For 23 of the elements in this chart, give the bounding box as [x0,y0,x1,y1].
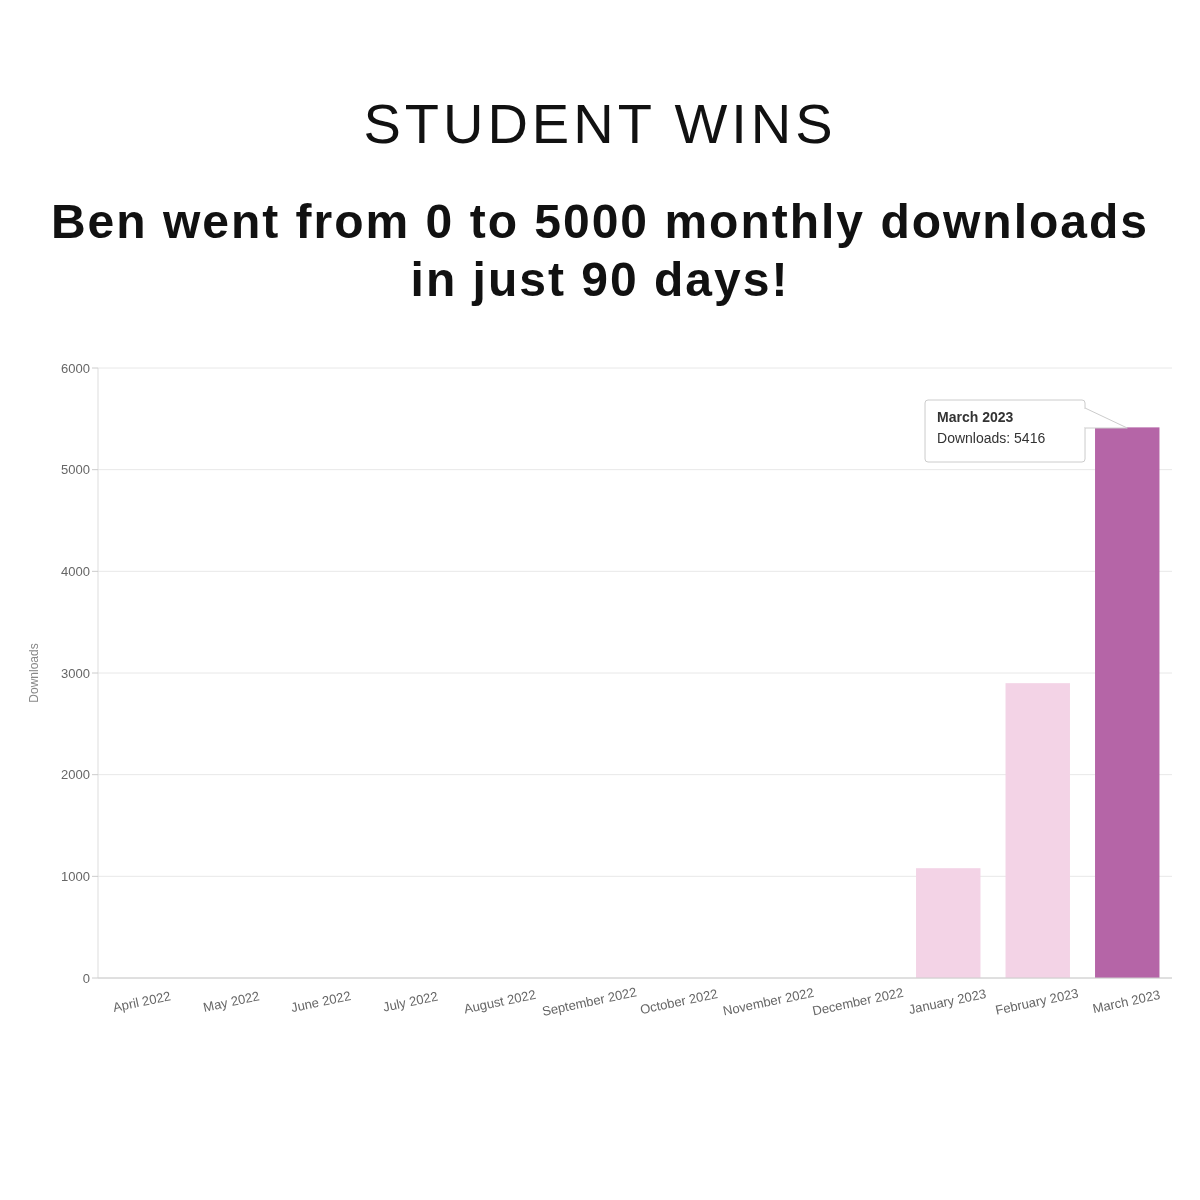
y-tick-label: 6000 [61,360,90,376]
bar [916,868,981,978]
x-tick-label: October 2022 [638,986,719,1018]
x-tick-label: June 2022 [289,987,353,1016]
x-tick-label: February 2023 [993,985,1080,1018]
y-tick-label: 3000 [61,665,90,681]
x-tick-label: August 2022 [462,986,538,1017]
y-tick-label: 5000 [61,462,90,478]
x-tick-label: September 2022 [540,984,638,1019]
annotation: March 2023 Downloads: 5416 [937,409,1046,446]
bar [1005,683,1070,978]
x-tick-label: July 2022 [381,988,440,1015]
chart-subtitle: Ben went from 0 to 5000 monthly downloads in just 90 days! [50,195,1150,306]
y-tick-label: 1000 [61,868,90,884]
y-tick-label: 2000 [61,767,90,783]
y-tick-label: 0 [82,970,90,986]
x-tick-label: January 2023 [907,986,988,1018]
y-tick-label: 4000 [61,563,90,579]
x-tick-label: April 2022 [111,988,173,1016]
x-tick-label: March 2023 [1091,987,1162,1017]
chart-title: STUDENT WINS [363,92,837,155]
x-tick-label: May 2022 [201,988,261,1015]
y-axis-title: Downloads [27,643,41,703]
